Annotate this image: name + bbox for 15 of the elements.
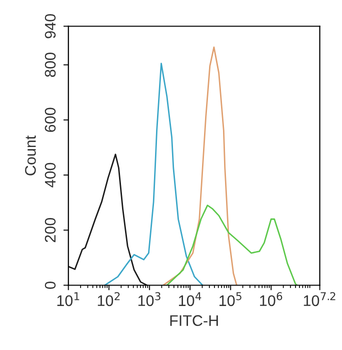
x-tick-label: 10$^{3}$ bbox=[138, 292, 160, 306]
y-tick-label: 400 bbox=[44, 162, 56, 188]
x-tick-label: 10$^{4}$ bbox=[178, 292, 202, 306]
x-tick-label: 10$^{2}$ bbox=[98, 292, 120, 306]
x-tick-label: 10$^{5}$ bbox=[220, 292, 242, 306]
y-tick-label: 600 bbox=[44, 108, 56, 132]
y-tick-label: 200 bbox=[44, 218, 56, 242]
y-axis-title: Count bbox=[25, 135, 36, 176]
x-tick-label: 10$^{7.2}$ bbox=[304, 292, 336, 306]
y-tick-label: 0 bbox=[44, 282, 56, 289]
x-tick-label: 10$^{6}$ bbox=[260, 292, 282, 306]
y-tick-label: 800 bbox=[44, 52, 56, 77]
y-tick-label: 940 bbox=[44, 14, 56, 38]
x-axis-title: FITC-H bbox=[170, 315, 218, 326]
x-tick-label: 10$^{1}$ bbox=[57, 292, 80, 306]
